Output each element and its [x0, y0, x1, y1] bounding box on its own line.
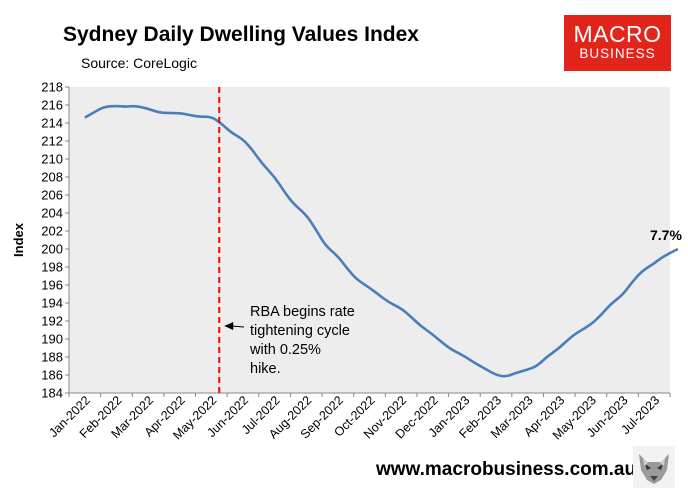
footer-url: www.macrobusiness.com.au: [376, 459, 637, 480]
y-tick-label: 204: [41, 206, 63, 221]
series-line: [84, 104, 679, 378]
y-tick-label: 186: [41, 368, 63, 383]
y-tick-label: 210: [41, 152, 63, 167]
y-axis-label: Index: [11, 222, 26, 257]
y-tick-label: 194: [41, 296, 63, 311]
annotation-text-line: with 0.25%: [249, 342, 321, 358]
annotation-text-line: tightening cycle: [250, 323, 350, 339]
y-tick-label: 196: [41, 278, 63, 293]
macro-business-logo: MACRO BUSINESS: [564, 15, 671, 71]
chart-subtitle: Source: CoreLogic: [81, 55, 197, 71]
y-tick-label: 212: [41, 134, 63, 149]
plot-area: [69, 87, 670, 393]
end-value-label: 7.7%: [650, 227, 682, 243]
annotation-arrow-head: [224, 322, 234, 330]
logo-line-2: BUSINESS: [579, 46, 656, 61]
y-tick-label: 190: [41, 332, 63, 347]
y-tick-label: 192: [41, 314, 63, 329]
y-tick-label: 202: [41, 224, 63, 239]
annotation-text-line: RBA begins rate: [250, 304, 355, 320]
y-tick-label: 214: [41, 116, 63, 131]
y-tick-label: 200: [41, 242, 63, 257]
y-tick-label: 184: [41, 386, 63, 401]
chart-title: Sydney Daily Dwelling Values Index: [63, 23, 419, 46]
wolf-mascot-icon: [633, 446, 675, 488]
annotation-text-line: hike.: [250, 361, 281, 377]
y-tick-label: 216: [41, 98, 63, 113]
y-tick-label: 218: [41, 80, 63, 95]
annotation-arrow-line: [231, 325, 245, 328]
y-tick-label: 208: [41, 170, 63, 185]
y-tick-label: 198: [41, 260, 63, 275]
y-tick-label: 206: [41, 188, 63, 203]
logo-line-1: MACRO: [573, 21, 662, 47]
y-tick-label: 188: [41, 350, 63, 365]
